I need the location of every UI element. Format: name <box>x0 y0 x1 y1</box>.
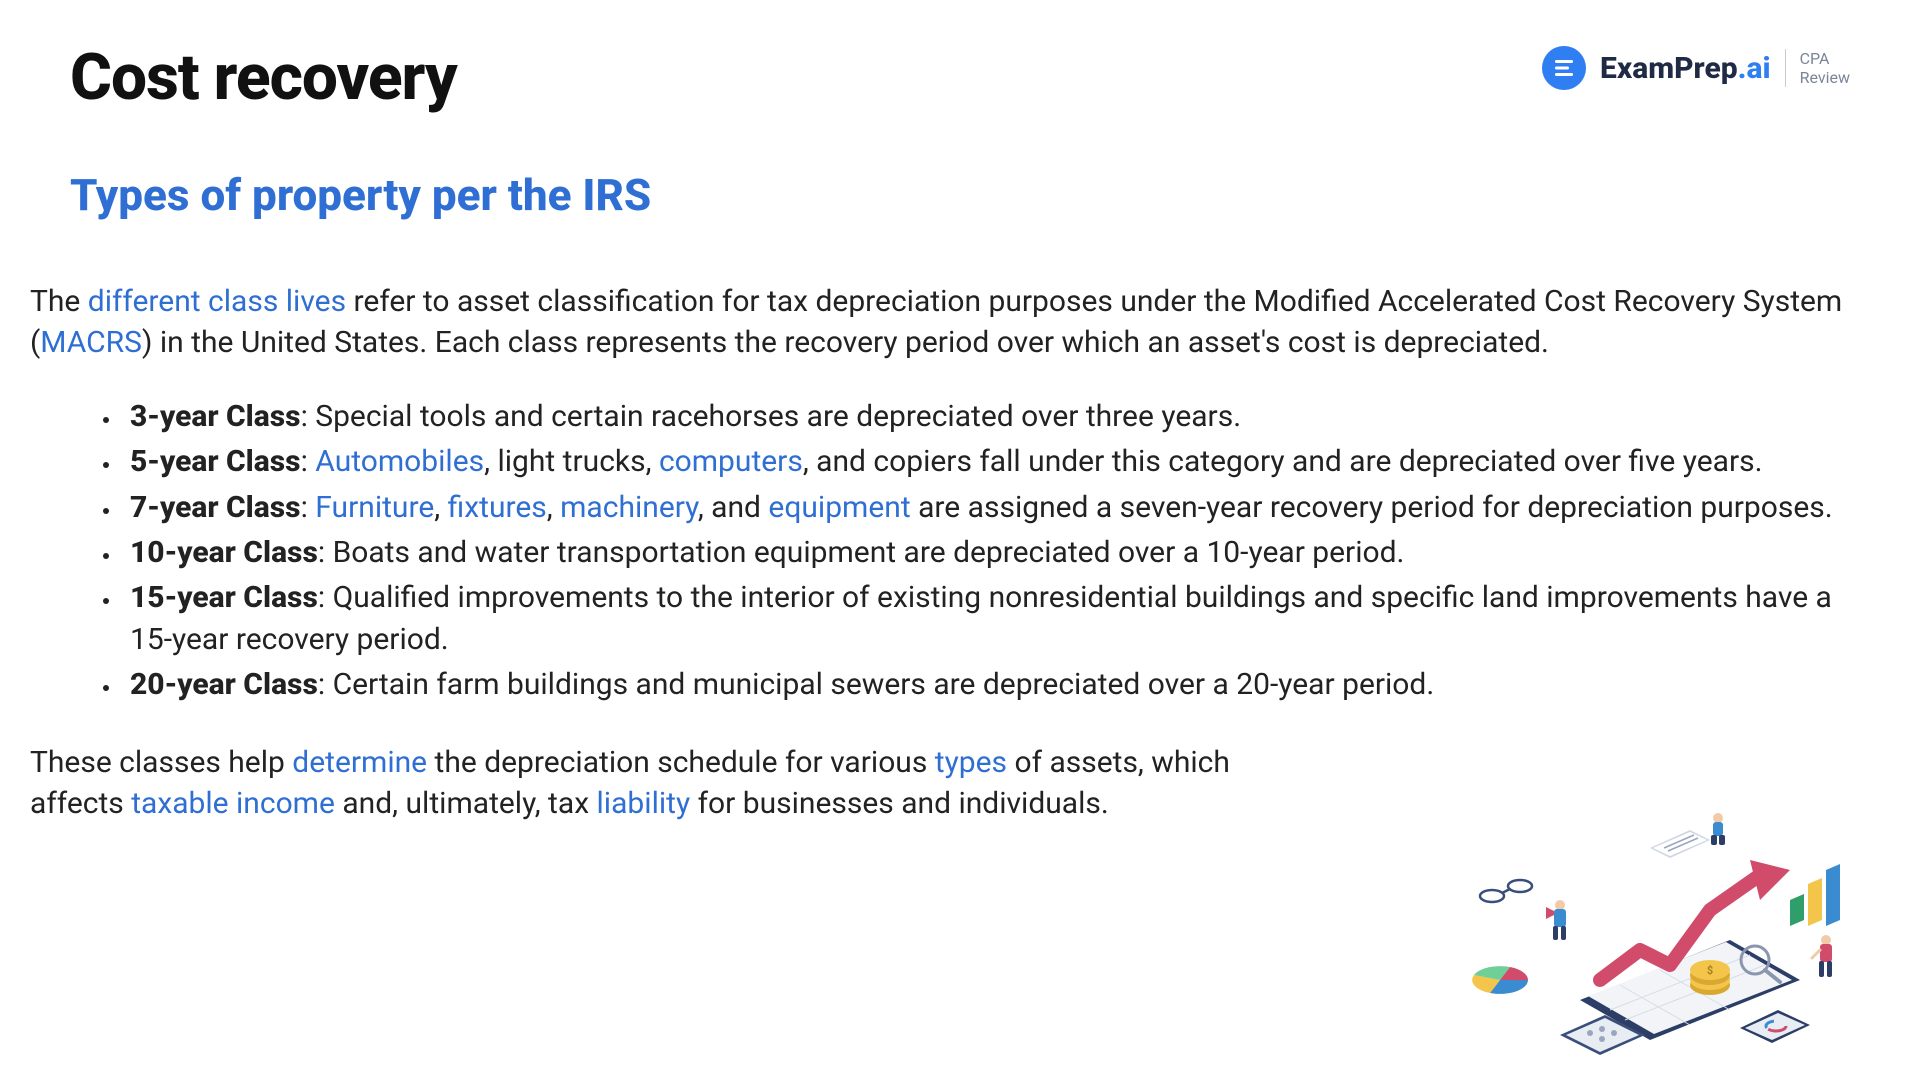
outro-t1: These classes help <box>30 745 292 780</box>
class-text: : Certain farm buildings and municipal s… <box>318 667 1434 702</box>
link-types[interactable]: types <box>935 745 1007 780</box>
intro-t3: ) in the United States. Each class repre… <box>142 325 1549 360</box>
class-text: : Boats and water transportation equipme… <box>318 535 1405 570</box>
class-label-3yr: 3-year Class <box>130 399 301 434</box>
class-text: , <box>434 490 447 525</box>
class-list: 3-year Class: Special tools and certain … <box>30 396 1880 706</box>
page-title: Cost recovery <box>70 40 457 115</box>
brand-sub-line2: Review <box>1800 68 1850 87</box>
finance-illustration-icon: $ <box>1460 810 1860 1060</box>
class-label-15yr: 15-year Class <box>130 580 318 615</box>
svg-text:$: $ <box>1707 964 1713 977</box>
list-item: 5-year Class: Automobiles, light trucks,… <box>122 441 1880 482</box>
class-text: , <box>547 490 560 525</box>
class-label-7yr: 7-year Class <box>130 490 301 525</box>
link-liability[interactable]: liability <box>597 786 691 821</box>
list-item: 3-year Class: Special tools and certain … <box>122 396 1880 437</box>
link-equipment[interactable]: equipment <box>768 490 910 525</box>
outro-t2: the depreciation schedule for various <box>427 745 935 780</box>
section-subtitle: Types of property per the IRS <box>70 169 1850 221</box>
brand-logo-icon <box>1542 46 1586 90</box>
brand-sub-line1: CPA <box>1800 49 1850 68</box>
class-text: : <box>301 490 316 525</box>
link-taxable-income[interactable]: taxable income <box>131 786 335 821</box>
link-class-lives[interactable]: different class lives <box>88 284 346 319</box>
class-text: : <box>301 444 316 479</box>
link-automobiles[interactable]: Automobiles <box>315 444 484 479</box>
link-computers[interactable]: computers <box>659 444 803 479</box>
brand-subtitle: CPA Review <box>1785 49 1850 87</box>
intro-paragraph: The different class lives refer to asset… <box>30 281 1880 364</box>
list-item: 15-year Class: Qualified improvements to… <box>122 577 1880 660</box>
list-item: 20-year Class: Certain farm buildings an… <box>122 664 1880 705</box>
link-macrs[interactable]: MACRS <box>40 325 142 360</box>
class-text: , and copiers fall under this category a… <box>803 444 1763 479</box>
class-text: , and <box>698 490 769 525</box>
class-text: , light trucks, <box>484 444 659 479</box>
brand-block: ExamPrep.ai CPA Review <box>1542 46 1850 90</box>
class-label-20yr: 20-year Class <box>130 667 318 702</box>
link-furniture[interactable]: Furniture <box>315 490 434 525</box>
link-machinery[interactable]: machinery <box>560 490 698 525</box>
outro-t4: and, ultimately, tax <box>335 786 597 821</box>
link-fixtures[interactable]: fixtures <box>448 490 547 525</box>
brand-name-accent: .ai <box>1738 51 1771 86</box>
outro-paragraph: These classes help determine the depreci… <box>30 742 1330 825</box>
brand-name-main: ExamPrep <box>1600 51 1738 86</box>
list-item: 10-year Class: Boats and water transport… <box>122 532 1880 573</box>
link-determine[interactable]: determine <box>292 745 427 780</box>
outro-t5: for businesses and individuals. <box>690 786 1109 821</box>
intro-t1: The <box>30 284 88 319</box>
class-label-5yr: 5-year Class <box>130 444 301 479</box>
list-item: 7-year Class: Furniture, fixtures, machi… <box>122 487 1880 528</box>
class-text: are assigned a seven-year recovery perio… <box>911 490 1833 525</box>
class-label-10yr: 10-year Class <box>130 535 318 570</box>
class-text: : Special tools and certain racehorses a… <box>301 399 1242 434</box>
class-text: : Qualified improvements to the interior… <box>130 580 1832 656</box>
brand-name: ExamPrep.ai <box>1600 51 1771 86</box>
